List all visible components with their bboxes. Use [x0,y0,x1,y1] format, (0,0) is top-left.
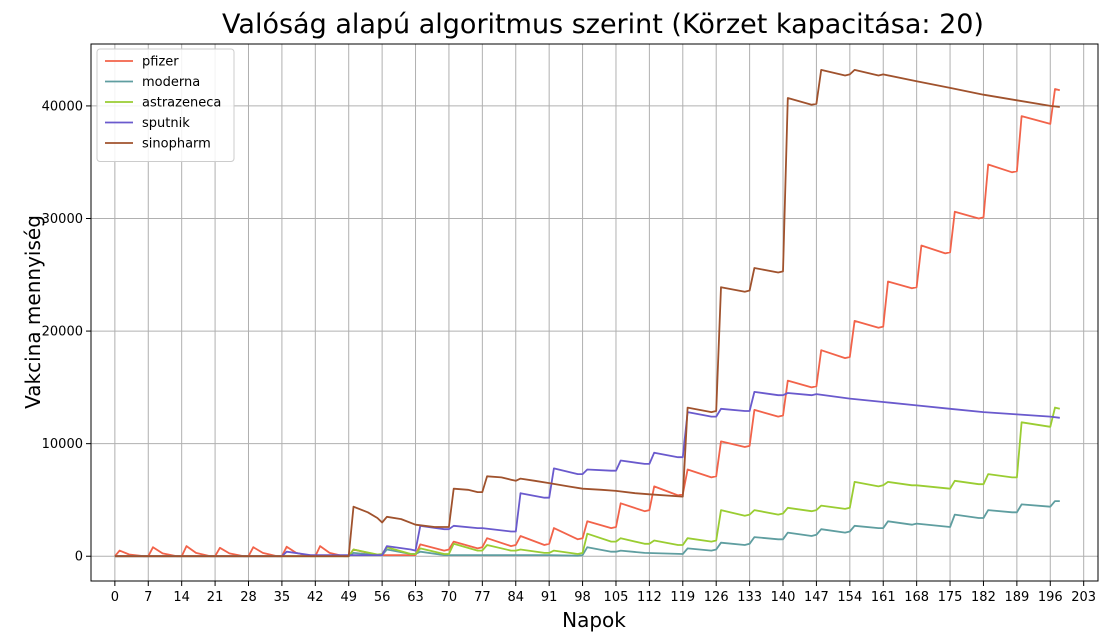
y-tick-label: 20000 [42,325,83,340]
legend-box [96,48,235,162]
x-tick-label: 0 [111,590,119,605]
legend: pfizer moderna astrazeneca sputnik sinopharm [96,48,235,162]
x-tick-label: 91 [541,590,558,605]
x-tick-label: 84 [507,590,524,605]
x-tick-label: 77 [474,590,491,605]
x-tick-label: 133 [737,590,762,605]
x-axis-label: Napok [562,608,626,632]
y-tick-label: 0 [75,550,83,565]
x-tick-label: 35 [274,590,291,605]
x-tick-label: 105 [604,590,629,605]
x-tick-label: 119 [670,590,695,605]
x-tick-label: 154 [837,590,862,605]
legend-label-sputnik: sputnik [142,116,190,131]
y-tick-label: 30000 [42,212,83,227]
x-tick-label: 140 [771,590,796,605]
x-tick-label: 112 [637,590,662,605]
legend-label-astrazeneca: astrazeneca [142,96,221,111]
plot-frame [90,43,1099,582]
x-tick-label: 147 [804,590,829,605]
x-tick-label: 56 [374,590,391,605]
x-tick-label: 7 [144,590,152,605]
series-line-sinopharm [114,69,1060,558]
grid [91,44,1098,581]
x-tick-label: 98 [574,590,591,605]
legend-label-pfizer: pfizer [142,55,179,70]
legend-label-moderna: moderna [142,75,200,90]
series-line-astrazeneca [114,406,1061,558]
x-tick-label: 63 [407,590,424,605]
x-tick-label: 42 [307,590,324,605]
y-axis-label: Vakcina mennyiség [21,215,45,409]
x-tick-label: 196 [1038,590,1063,605]
x-tick-label: 70 [441,590,458,605]
chart-title: Valóság alapú algoritmus szerint (Körzet… [222,9,984,40]
x-axis: 0 7 14 21 28 35 42 49 56 63 70 77 84 91 98 105 112 119 126… [111,581,1096,605]
series-layer [114,69,1061,558]
y-axis: 0 10000 20000 30000 40000 [42,99,91,565]
x-tick-label: 168 [904,590,929,605]
x-tick-label: 182 [971,590,996,605]
x-tick-label: 203 [1071,590,1096,605]
x-tick-label: 14 [173,590,190,605]
x-tick-label: 126 [704,590,729,605]
x-tick-label: 21 [207,590,224,605]
legend-label-sinopharm: sinopharm [142,137,211,152]
x-tick-label: 161 [871,590,896,605]
y-tick-label: 10000 [42,437,83,452]
y-tick-label: 40000 [42,99,83,114]
series-line-sputnik [114,391,1060,558]
x-tick-label: 189 [1004,590,1029,605]
series-line-moderna [114,500,1060,558]
x-tick-label: 28 [240,590,257,605]
x-tick-label: 49 [340,590,357,605]
x-tick-label: 175 [938,590,963,605]
